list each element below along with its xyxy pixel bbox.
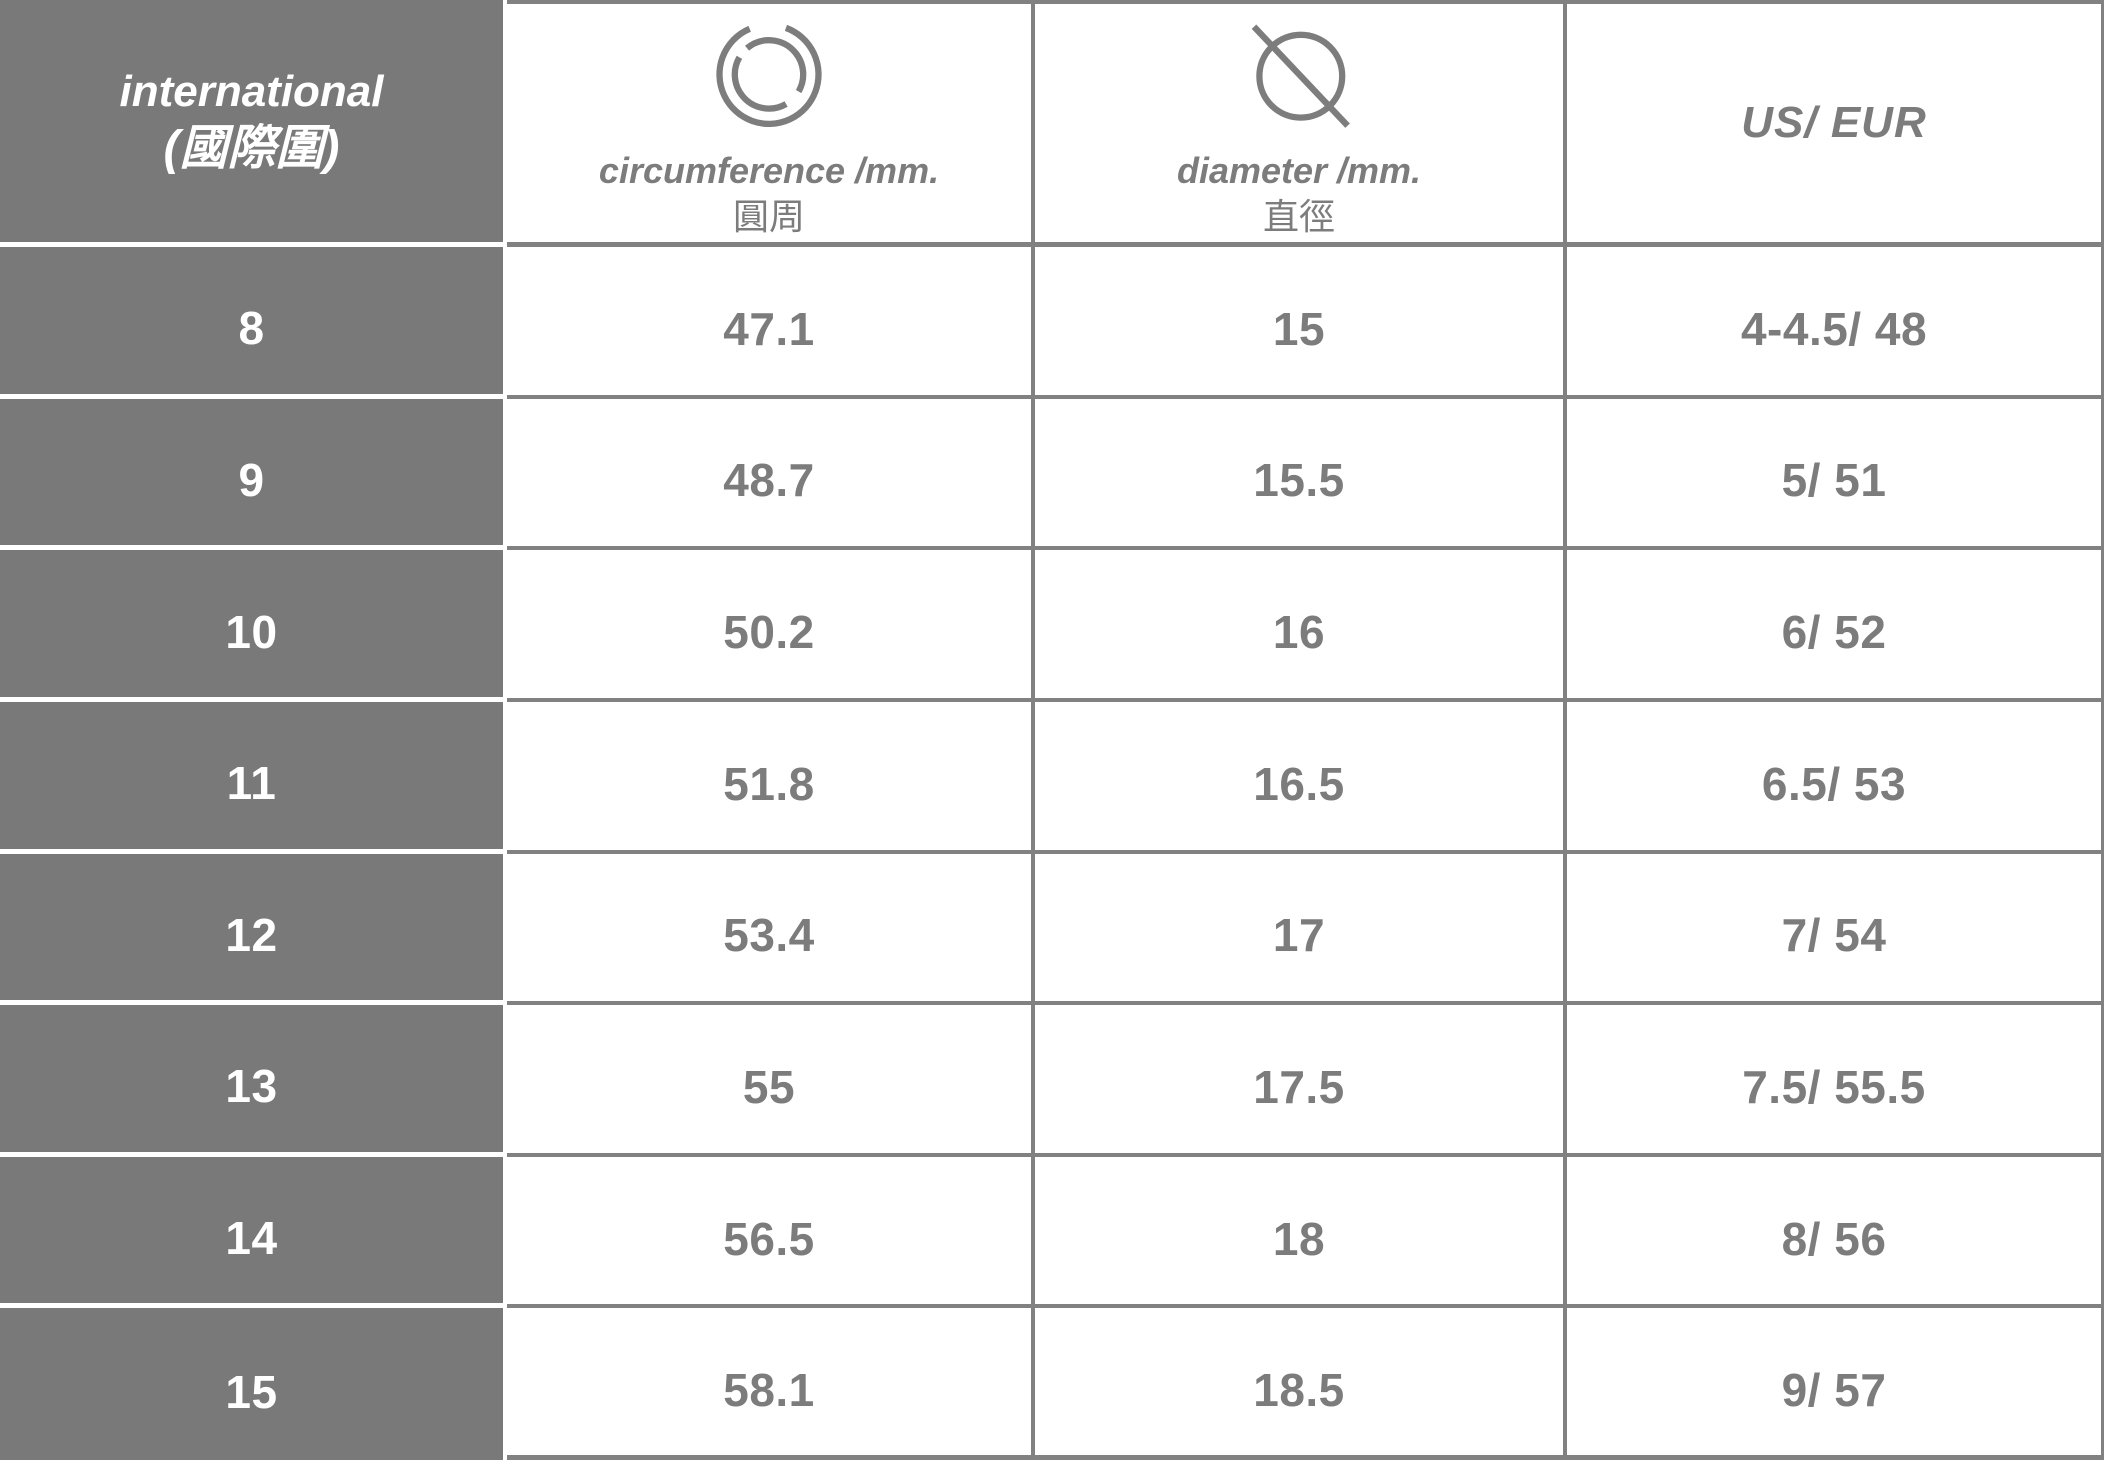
cell-value: 16.5 <box>1253 757 1345 810</box>
diameter-slashed-circle-icon <box>1251 24 1350 128</box>
cell-international: 12 <box>0 853 507 1006</box>
cell-value: 14 <box>225 1212 278 1265</box>
cell-value: 18.5 <box>1253 1363 1345 1416</box>
cell-diameter: 17 <box>1035 853 1567 1006</box>
circumference-rings-icon <box>716 21 822 127</box>
cell-value: 55 <box>742 1060 796 1113</box>
cell-value: 50.2 <box>723 606 815 659</box>
cell-circumference: 50.2 <box>507 550 1035 702</box>
cell-us-eur: 8/ 56 <box>1567 1156 2104 1309</box>
cell-value: 16 <box>1272 606 1326 659</box>
cell-international: 13 <box>0 1005 507 1157</box>
cell-international: 11 <box>0 701 507 854</box>
cell-us-eur: 7/ 54 <box>1567 853 2104 1006</box>
cell-diameter: 15 <box>1035 247 1567 399</box>
cell-circumference: 55 <box>507 1005 1035 1157</box>
cell-circumference: 47.1 <box>507 247 1035 399</box>
cell-diameter: 18 <box>1035 1156 1567 1309</box>
header-international-label-zh: (國際圍) <box>163 121 340 175</box>
cell-circumference: 58.1 <box>507 1308 1035 1460</box>
header-us-eur-label: US/ EUR <box>1741 98 1927 147</box>
cell-value: 18 <box>1272 1212 1326 1265</box>
cell-value: 58.1 <box>723 1363 815 1416</box>
cell-international: 10 <box>0 550 507 702</box>
cell-value: 9/ 57 <box>1781 1363 1887 1416</box>
cell-diameter: 18.5 <box>1035 1308 1567 1460</box>
cell-circumference: 56.5 <box>507 1156 1035 1309</box>
cell-value: 6.5/ 53 <box>1761 757 1907 810</box>
table-row: 8 47.1 15 4-4.5/ 48 <box>0 247 2104 399</box>
cell-diameter: 16.5 <box>1035 701 1567 854</box>
cell-us-eur: 5/ 51 <box>1567 398 2104 551</box>
cell-circumference: 51.8 <box>507 701 1035 854</box>
cell-value: 53.4 <box>723 909 815 962</box>
cell-value: 12 <box>225 908 278 961</box>
cell-us-eur: 7.5/ 55.5 <box>1567 1005 2104 1157</box>
cell-us-eur: 4-4.5/ 48 <box>1567 247 2104 399</box>
cell-value: 7/ 54 <box>1781 909 1887 962</box>
cell-circumference: 48.7 <box>507 398 1035 551</box>
cell-value: 15.5 <box>1253 454 1345 507</box>
header-circumference: circumference /mm. 圓周 <box>507 0 1035 247</box>
cell-value: 6/ 52 <box>1781 606 1887 659</box>
cell-value: 5/ 51 <box>1781 454 1887 507</box>
cell-value: 15 <box>225 1366 278 1419</box>
cell-international: 9 <box>0 398 507 551</box>
cell-value: 47.1 <box>723 302 815 355</box>
cell-value: 51.8 <box>723 757 815 810</box>
header-international-label: international <box>119 66 384 116</box>
header-diameter-label: diameter /mm. <box>1176 149 1422 191</box>
table-header-row: international (國際圍) circumference /mm. 圓… <box>0 0 2104 247</box>
cell-diameter: 17.5 <box>1035 1005 1567 1157</box>
cell-value: 7.5/ 55.5 <box>1742 1060 1926 1113</box>
header-international: international (國際圍) <box>0 0 507 247</box>
table-row: 10 50.2 16 6/ 52 <box>0 550 2104 702</box>
cell-value: 48.7 <box>723 454 815 507</box>
header-circumference-label-zh: 圓周 <box>732 196 805 238</box>
header-diameter: diameter /mm. 直徑 <box>1035 0 1567 247</box>
cell-diameter: 15.5 <box>1035 398 1567 551</box>
cell-value: 4-4.5/ 48 <box>1740 302 1928 355</box>
cell-us-eur: 6.5/ 53 <box>1567 701 2104 854</box>
table-row: 15 58.1 18.5 9/ 57 <box>0 1308 2104 1460</box>
cell-international: 8 <box>0 247 507 399</box>
cell-value: 9 <box>238 453 265 506</box>
table-row: 9 48.7 15.5 5/ 51 <box>0 398 2104 551</box>
cell-us-eur: 9/ 57 <box>1567 1308 2104 1460</box>
cell-value: 8/ 56 <box>1781 1212 1887 1265</box>
cell-value: 11 <box>226 757 277 810</box>
cell-value: 10 <box>225 605 278 658</box>
table-row: 11 51.8 16.5 6.5/ 53 <box>0 701 2104 854</box>
cell-international: 15 <box>0 1308 507 1460</box>
header-diameter-label-zh: 直徑 <box>1262 196 1335 238</box>
cell-value: 8 <box>238 302 265 355</box>
cell-us-eur: 6/ 52 <box>1567 550 2104 702</box>
table-row: 13 55 17.5 7.5/ 55.5 <box>0 1005 2104 1157</box>
cell-value: 13 <box>225 1060 278 1113</box>
cell-circumference: 53.4 <box>507 853 1035 1006</box>
header-circumference-label: circumference /mm. <box>598 149 940 191</box>
cell-value: 56.5 <box>723 1212 815 1265</box>
cell-value: 17 <box>1272 909 1326 962</box>
header-us-eur: US/ EUR <box>1567 0 2104 247</box>
cell-diameter: 16 <box>1035 550 1567 702</box>
cell-value: 17.5 <box>1253 1060 1345 1113</box>
cell-international: 14 <box>0 1156 507 1309</box>
cell-value: 15 <box>1272 302 1326 355</box>
table-row: 14 56.5 18 8/ 56 <box>0 1156 2104 1309</box>
table-row: 12 53.4 17 7/ 54 <box>0 853 2104 1006</box>
